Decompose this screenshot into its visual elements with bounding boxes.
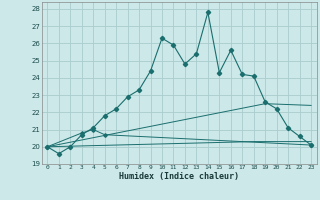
X-axis label: Humidex (Indice chaleur): Humidex (Indice chaleur)	[119, 172, 239, 181]
